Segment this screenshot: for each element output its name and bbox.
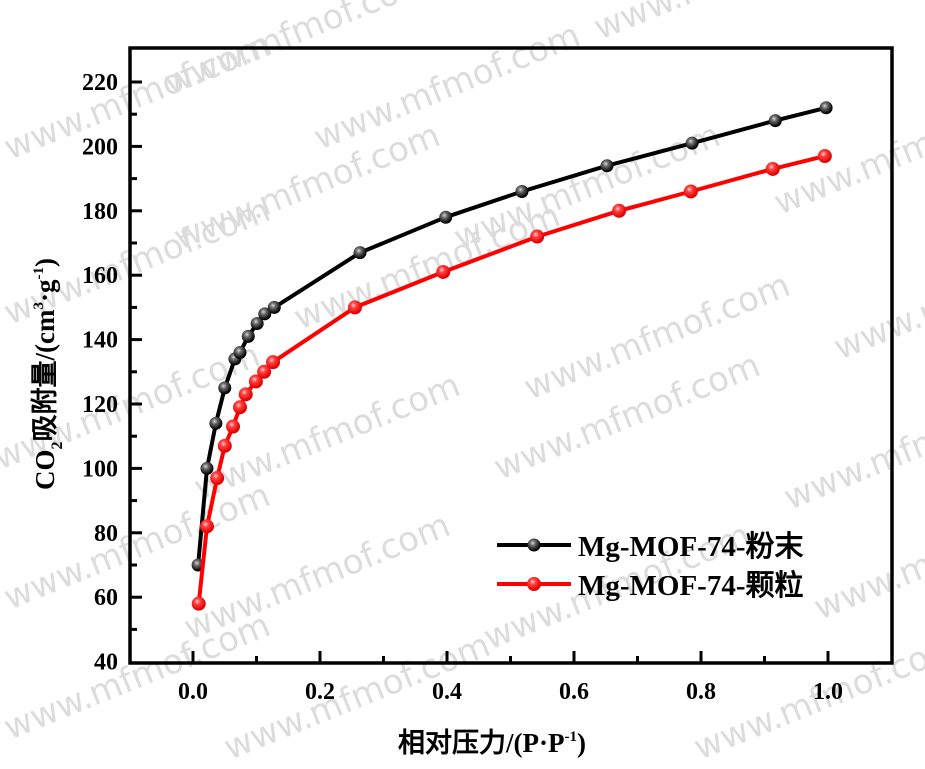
- x-tick-label: 0.0: [178, 679, 208, 705]
- y-tick-label: 180: [82, 199, 118, 225]
- data-point-marker: [765, 161, 780, 176]
- legend-item-powder: Mg-MOF-74-粉末: [497, 530, 804, 563]
- watermark-text: www.mfmof.com: [288, 195, 565, 338]
- data-point-marker: [266, 355, 281, 370]
- x-tick-label: 1.0: [813, 679, 843, 705]
- series-powder: [191, 101, 833, 572]
- y-tick-label: 120: [82, 392, 118, 418]
- data-point-marker: [530, 229, 545, 244]
- legend-label-granule: Mg-MOF-74-颗粒: [578, 569, 804, 602]
- data-point-marker: [210, 471, 225, 486]
- data-point-marker: [267, 300, 281, 314]
- data-point-marker: [347, 300, 362, 315]
- watermark-text: www.mfmof.com: [778, 375, 925, 518]
- y-tick-label: 60: [94, 585, 118, 611]
- data-point-marker: [683, 184, 698, 199]
- data-point-marker: [199, 519, 214, 534]
- data-point-marker: [353, 246, 367, 260]
- data-point-marker: [436, 264, 451, 279]
- watermark-text: www.mfmof.com: [768, 80, 925, 223]
- data-point-marker: [817, 149, 832, 164]
- y-tick-label: 100: [82, 456, 118, 482]
- y-tick-label: 220: [82, 70, 118, 96]
- x-tick-label: 0.4: [432, 679, 462, 705]
- data-point-marker: [258, 307, 272, 321]
- y-axis: 40 60 80 100 120 140 160 180 200 220: [82, 70, 142, 676]
- data-point-marker: [226, 419, 241, 434]
- data-point-marker: [238, 387, 253, 402]
- watermark-text: www.mfmof.com: [808, 485, 925, 628]
- watermark-text: www.mfmof.com: [588, 0, 865, 48]
- data-point-marker: [218, 381, 232, 395]
- x-tick-label: 0.2: [305, 679, 335, 705]
- data-point-marker: [232, 400, 247, 415]
- x-axis-title: 相对压力/(P·P-1): [398, 728, 586, 758]
- watermark-text: www.mfmof.com: [688, 625, 925, 768]
- legend: Mg-MOF-74-粉末 Mg-MOF-74-颗粒: [497, 530, 804, 602]
- data-point-marker: [612, 203, 627, 218]
- watermark-text: www.mfmof.com: [828, 225, 925, 368]
- data-point-marker: [600, 159, 614, 173]
- data-point-marker: [200, 461, 214, 475]
- y-tick-label: 160: [82, 263, 118, 289]
- data-point-marker: [439, 210, 453, 224]
- y-tick-label: 140: [82, 328, 118, 354]
- data-point-marker: [209, 416, 223, 430]
- watermark-text: www.mfmof.com: [308, 15, 585, 158]
- data-point-marker: [515, 184, 529, 198]
- plot-area: [191, 101, 833, 611]
- y-tick-label: 40: [94, 650, 118, 676]
- legend-item-granule: Mg-MOF-74-颗粒: [497, 569, 804, 602]
- data-point-marker: [250, 317, 264, 330]
- data-point-marker: [191, 596, 206, 611]
- x-tick-label: 0.6: [559, 679, 589, 705]
- y-tick-label: 80: [94, 521, 118, 547]
- data-point-marker: [257, 364, 272, 379]
- data-point-marker: [217, 438, 232, 453]
- data-point-marker: [768, 114, 782, 128]
- data-point-marker: [685, 136, 699, 150]
- data-point-marker: [233, 345, 247, 359]
- x-tick-label: 0.8: [686, 679, 716, 705]
- data-point-marker: [819, 101, 833, 115]
- y-tick-label: 200: [82, 134, 118, 160]
- series-granule: [191, 149, 832, 611]
- x-axis: 0.0 0.2 0.4 0.6 0.8 1.0: [178, 651, 843, 705]
- legend-label-powder: Mg-MOF-74-粉末: [578, 530, 804, 563]
- data-point-marker: [248, 374, 263, 389]
- y-axis-title: CO2吸附量/(cm3·g-1): [30, 258, 66, 490]
- data-point-marker: [241, 329, 255, 343]
